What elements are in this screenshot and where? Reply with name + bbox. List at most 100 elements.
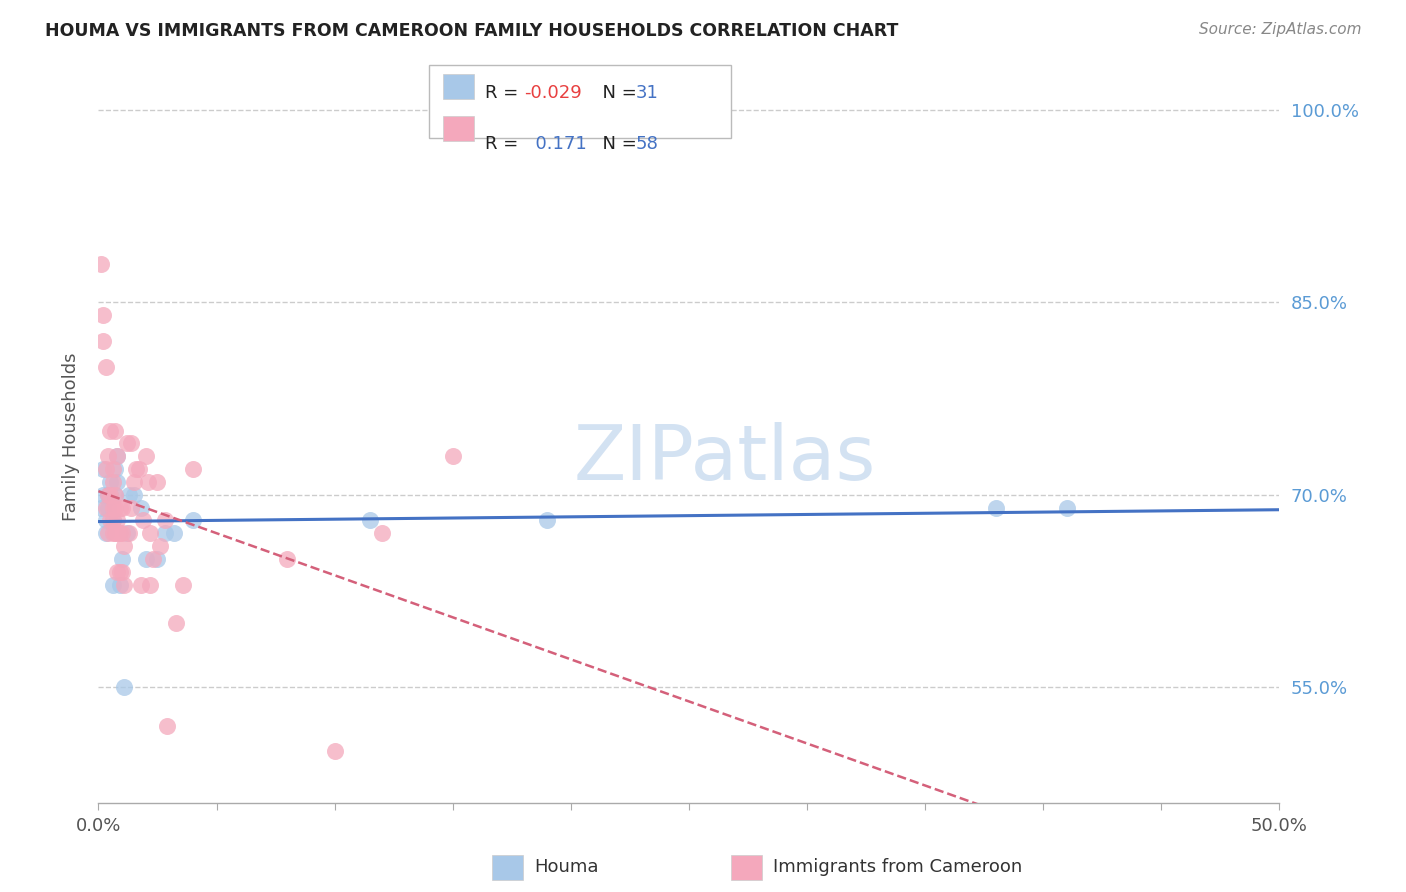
- Point: [98, 514, 121, 528]
- Point: [441, 450, 464, 464]
- Point: [139, 526, 162, 541]
- Point: [146, 475, 169, 489]
- Point: [98, 488, 121, 502]
- Text: -0.029: -0.029: [524, 84, 582, 102]
- Point: [105, 450, 128, 464]
- Point: [97, 488, 120, 502]
- Point: [91, 462, 114, 476]
- Point: [94, 462, 117, 476]
- Point: [101, 462, 124, 476]
- Point: [153, 526, 176, 541]
- Point: [101, 514, 124, 528]
- Point: [181, 514, 204, 528]
- Point: [104, 462, 127, 476]
- Point: [104, 488, 127, 502]
- Point: [128, 462, 150, 476]
- Point: [181, 462, 204, 476]
- Point: [129, 577, 152, 591]
- Text: 58: 58: [636, 135, 658, 153]
- Point: [98, 424, 121, 438]
- Point: [111, 526, 134, 541]
- Point: [104, 488, 127, 502]
- Text: Source: ZipAtlas.com: Source: ZipAtlas.com: [1198, 22, 1361, 37]
- Point: [163, 526, 186, 541]
- Point: [146, 552, 169, 566]
- Point: [118, 488, 141, 502]
- Point: [98, 488, 121, 502]
- Point: [104, 424, 127, 438]
- Point: [112, 681, 135, 695]
- Text: Houma: Houma: [534, 858, 599, 876]
- Point: [112, 577, 135, 591]
- Point: [122, 488, 145, 502]
- Point: [97, 450, 120, 464]
- Point: [165, 616, 187, 631]
- Text: 31: 31: [636, 84, 658, 102]
- Point: [121, 436, 143, 450]
- Point: [112, 539, 135, 553]
- Point: [94, 500, 117, 515]
- Point: [105, 514, 128, 528]
- Point: [136, 475, 159, 489]
- Text: Immigrants from Cameroon: Immigrants from Cameroon: [773, 858, 1022, 876]
- Point: [104, 526, 127, 541]
- Point: [90, 500, 112, 515]
- Point: [97, 488, 120, 502]
- Point: [122, 475, 145, 489]
- Point: [276, 552, 298, 566]
- Point: [129, 500, 152, 515]
- Point: [91, 488, 114, 502]
- Point: [135, 552, 157, 566]
- Point: [101, 514, 124, 528]
- Point: [1056, 500, 1078, 515]
- Point: [108, 500, 131, 515]
- Point: [149, 539, 172, 553]
- Point: [91, 308, 114, 322]
- Point: [90, 257, 112, 271]
- Point: [135, 450, 157, 464]
- Point: [371, 526, 394, 541]
- Point: [359, 514, 381, 528]
- Point: [139, 577, 162, 591]
- Point: [104, 500, 127, 515]
- Point: [101, 475, 124, 489]
- Point: [111, 565, 134, 579]
- Point: [105, 475, 128, 489]
- Point: [97, 500, 120, 515]
- Point: [121, 500, 143, 515]
- Point: [118, 526, 141, 541]
- Point: [111, 500, 134, 515]
- Point: [108, 577, 131, 591]
- Point: [101, 526, 124, 541]
- Point: [97, 526, 120, 541]
- Point: [105, 565, 128, 579]
- Y-axis label: Family Households: Family Households: [62, 353, 80, 521]
- Point: [101, 500, 124, 515]
- Text: 0.171: 0.171: [524, 135, 588, 153]
- Point: [115, 436, 138, 450]
- Point: [111, 552, 134, 566]
- Text: R =: R =: [485, 135, 524, 153]
- Point: [105, 526, 128, 541]
- Point: [984, 500, 1007, 515]
- Point: [115, 526, 138, 541]
- Point: [91, 334, 114, 348]
- Point: [108, 526, 131, 541]
- Point: [94, 526, 117, 541]
- Point: [101, 577, 124, 591]
- Point: [323, 744, 346, 758]
- Point: [132, 514, 155, 528]
- Text: R =: R =: [485, 84, 524, 102]
- Point: [108, 565, 131, 579]
- Point: [172, 577, 194, 591]
- Point: [105, 450, 128, 464]
- Point: [156, 719, 179, 733]
- Point: [94, 514, 117, 528]
- Text: HOUMA VS IMMIGRANTS FROM CAMEROON FAMILY HOUSEHOLDS CORRELATION CHART: HOUMA VS IMMIGRANTS FROM CAMEROON FAMILY…: [45, 22, 898, 40]
- Text: N =: N =: [591, 135, 643, 153]
- Point: [94, 359, 117, 374]
- Point: [125, 462, 148, 476]
- Point: [536, 514, 558, 528]
- Text: N =: N =: [591, 84, 643, 102]
- Point: [153, 514, 176, 528]
